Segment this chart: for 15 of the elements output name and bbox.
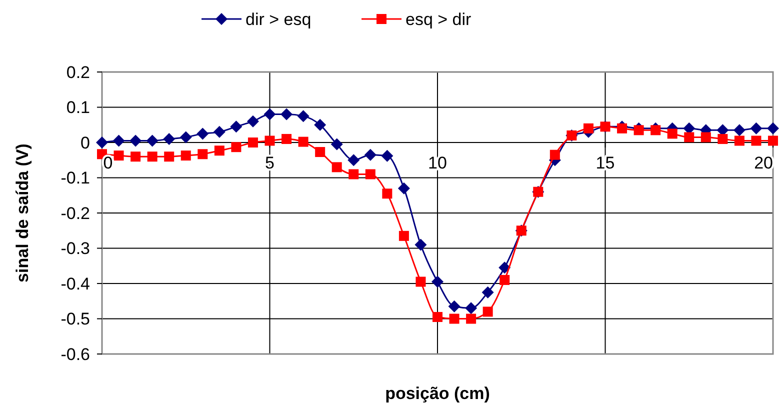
y-axis-title: sinal de saída (V) xyxy=(13,144,32,282)
y-tick-label: -0.6 xyxy=(60,344,90,364)
y-tick-label: -0.3 xyxy=(60,239,90,258)
y-tick-label: -0.1 xyxy=(60,168,90,188)
y-tick-label: 0.2 xyxy=(66,62,90,82)
x-tick-label: 20 xyxy=(754,154,773,172)
legend-label: esq > dir xyxy=(406,10,472,29)
y-tick-label: -0.2 xyxy=(60,204,90,223)
x-axis-title: posição (cm) xyxy=(385,384,490,403)
y-tick-label: 0 xyxy=(80,133,90,152)
legend-label: dir > esq xyxy=(246,10,312,29)
y-tick-label: -0.4 xyxy=(60,274,90,294)
y-tick-label: -0.5 xyxy=(60,310,90,329)
y-tick-label: 0.1 xyxy=(66,98,90,118)
x-tick-label: 0 xyxy=(103,154,113,172)
